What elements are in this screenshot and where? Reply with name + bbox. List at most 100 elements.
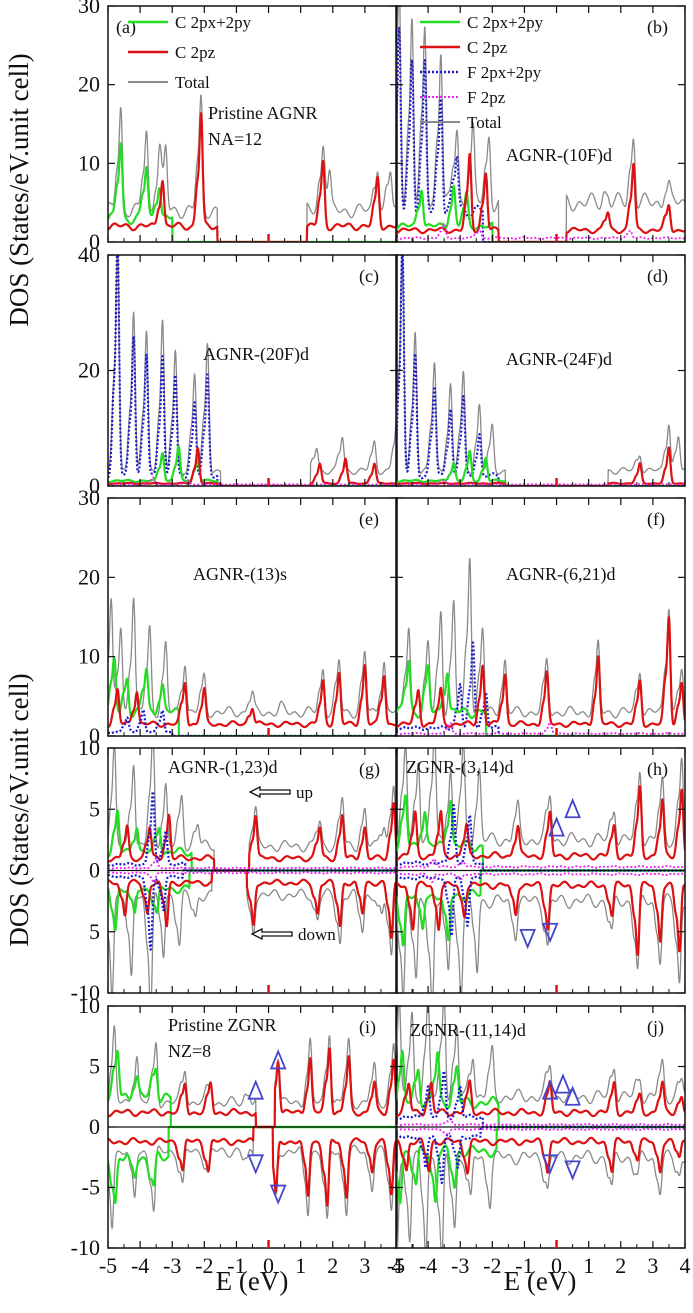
panel-j: (j)ZGNR-(11,14)d-5 -4 -3 -2 -1 0 1 2 3 4 <box>387 994 693 1278</box>
x-tick-label: 1 <box>583 1253 594 1278</box>
x-axis-label-left: E (eV) <box>216 1266 289 1296</box>
panel-label: (j) <box>647 1017 664 1038</box>
x-tick-label: -3 <box>451 1253 469 1278</box>
spin-down-label: down <box>298 925 336 944</box>
panel-title: AGNR-(10F)d <box>506 145 612 166</box>
dos-curve-f_xy <box>396 28 685 242</box>
dos-curve-total <box>108 598 397 718</box>
y-tick-label: 40 <box>78 242 100 267</box>
y-axis-label-bottom: DOS (States/eV.unit cell) <box>4 673 34 946</box>
x-tick-label: 2 <box>327 1253 338 1278</box>
spin-up-triangle-icon <box>566 800 580 817</box>
spin-up-triangle-icon <box>556 1076 570 1093</box>
x-tick-label: 1 <box>295 1253 306 1278</box>
curves <box>396 559 685 736</box>
x-tick-label: 3 <box>647 1253 658 1278</box>
x-tick-label: 4 <box>680 1253 691 1278</box>
dos-curve-c_z-down <box>396 882 685 955</box>
y-tick-label: 10 <box>78 993 100 1018</box>
panel-label: (a) <box>116 17 136 38</box>
y-tick-label: 20 <box>78 358 100 383</box>
x-tick-label: -2 <box>483 1253 501 1278</box>
panel-d: (d) AGNR-(24F)d <box>396 239 693 486</box>
x-tick-label: 2 <box>615 1253 626 1278</box>
panel-title: AGNR-(1,23)d <box>168 757 278 778</box>
panel-label: (h) <box>647 759 668 780</box>
curves <box>108 598 397 736</box>
dos-curve-total-down <box>108 1127 397 1228</box>
y-axis-label-top: DOS (States/eV.unit cell) <box>4 53 34 326</box>
panel-title: AGNR-(20F)d <box>203 344 309 365</box>
panel-c: 0 20 40 (c) AGNR-(20F)d <box>78 242 413 498</box>
panel-e: 0102030(e)AGNR-(13)s <box>78 485 413 748</box>
y-tick-label: 20 <box>78 72 100 97</box>
panel-frame <box>108 6 397 242</box>
legend-a-total-label: Total <box>175 73 210 92</box>
y-tick-label: 10 <box>78 735 100 760</box>
y-tick-label: 20 <box>78 564 100 589</box>
panel-frame <box>108 255 397 486</box>
legend-b-fxy-label: F 2px+2py <box>467 63 542 82</box>
spin-up-triangle-icon <box>249 1082 263 1099</box>
panel-label: (c) <box>359 266 379 287</box>
panel-label: (e) <box>359 509 379 530</box>
panel-subtitle: NA=12 <box>208 129 262 149</box>
x-tick-label: -4 <box>131 1253 149 1278</box>
x-tick-label: -5 <box>99 1253 117 1278</box>
panel-frame <box>396 255 685 486</box>
dos-curve-f_xy <box>108 243 397 486</box>
panel-title: AGNR-(13)s <box>193 564 287 585</box>
x-tick-label: -3 <box>163 1253 181 1278</box>
panel-label: (b) <box>647 17 668 38</box>
panel-h: (h) ZGNR-(3,14)d <box>396 732 693 1010</box>
legend-b-total-label: Total <box>467 113 502 132</box>
panel-label: (f) <box>647 509 665 530</box>
legend-b-cxy-label: C 2px+2py <box>467 13 544 32</box>
spin-annotations: up down <box>250 783 336 944</box>
y-tick-label: 10 <box>78 150 100 175</box>
y-tick-label: 30 <box>78 485 100 510</box>
y-tick-label: 0 <box>89 858 100 883</box>
panel-label: (d) <box>647 266 668 287</box>
panel-subtitle: NZ=8 <box>168 1041 211 1061</box>
y-tick-label: 0 <box>89 1114 100 1139</box>
dos-curve-c_z <box>396 786 685 859</box>
up-arrow-icon <box>250 787 290 797</box>
dos-curve-f_z-down <box>108 872 397 882</box>
spin-down-triangle-icon <box>521 930 535 947</box>
spin-up-label: up <box>296 783 313 802</box>
y-tick-label: 5 <box>89 796 100 821</box>
y-tick-label: 5 <box>89 1054 100 1079</box>
panel-title: AGNR-(24F)d <box>506 349 612 370</box>
x-axis-label-right: E (eV) <box>504 1266 577 1296</box>
dos-curve-f_z-down <box>396 873 685 882</box>
y-tick-label: -10 <box>71 1235 100 1260</box>
panel-frame <box>108 498 397 736</box>
legend-b-fz-label: F 2pz <box>467 88 506 107</box>
panel-title: AGNR-(6,21)d <box>506 564 616 585</box>
x-tick-label: -5 <box>387 1253 405 1278</box>
legend-a-cz-label: C 2pz <box>175 43 216 62</box>
x-tick-label: 3 <box>359 1253 370 1278</box>
y-tick-label: -5 <box>82 1175 100 1200</box>
x-tick-label: -2 <box>195 1253 213 1278</box>
panel-f: (f) AGNR-(6,21)d <box>396 498 693 736</box>
panel-title: Pristine ZGNR <box>168 1015 277 1035</box>
dos-curve-f_z <box>396 1119 685 1125</box>
y-tick-label: 5 <box>89 919 100 944</box>
panel-title: ZGNR-(11,14)d <box>410 1020 526 1041</box>
legend-a-cxy-label: C 2px+2py <box>175 13 252 32</box>
legend-b-cz-label: C 2pz <box>467 38 508 57</box>
down-arrow-icon <box>252 929 292 939</box>
panel-label: (i) <box>359 1017 376 1038</box>
dos-figure: 0102030(a)Pristine AGNRNA=12(b)AGNR-(10F… <box>0 0 693 1313</box>
spin-down-triangle-icon <box>249 1155 263 1172</box>
x-tick-label: -4 <box>419 1253 437 1278</box>
panel-title: ZGNR-(3,14)d <box>406 757 513 778</box>
dos-curve-f_z-down <box>396 1129 685 1135</box>
panel-title: Pristine AGNR <box>208 103 318 123</box>
panel-a: 0 10 20 30 (a) Pristine AGNR NA=12 <box>78 0 413 254</box>
panel-label: (g) <box>359 759 380 780</box>
